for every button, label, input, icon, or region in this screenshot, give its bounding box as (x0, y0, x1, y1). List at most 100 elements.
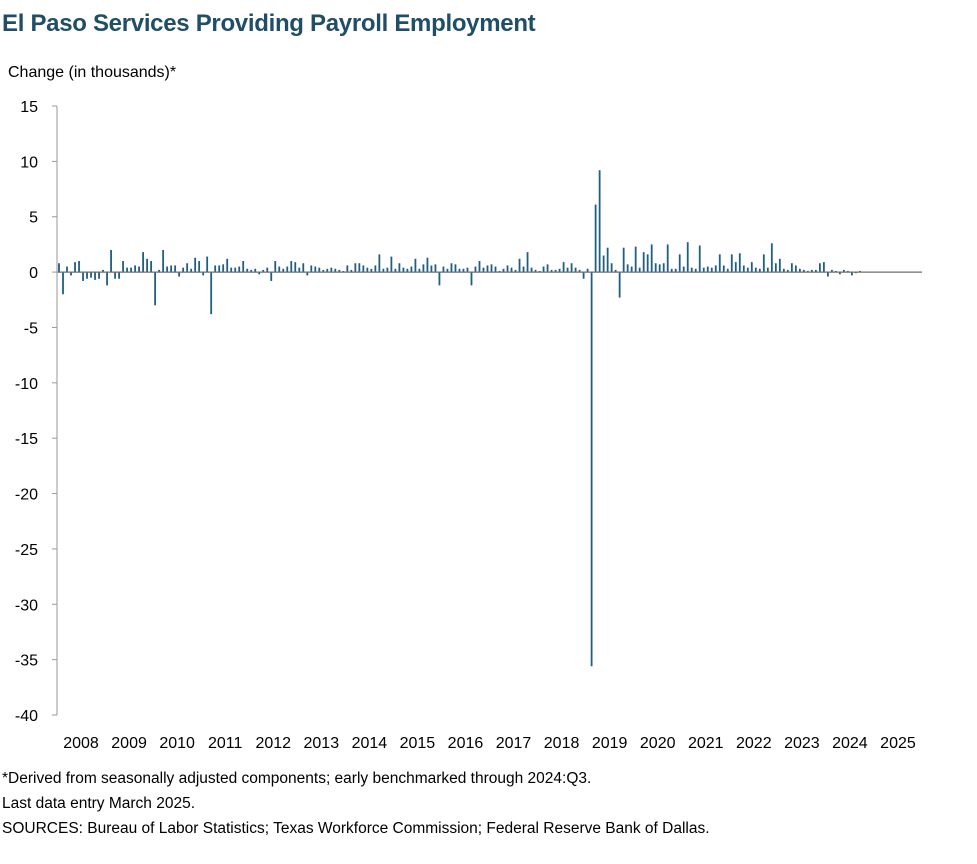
bar (94, 272, 96, 280)
bar (474, 266, 477, 273)
bar (670, 268, 673, 273)
bar (630, 266, 633, 273)
bar (246, 268, 249, 273)
bar (506, 265, 509, 273)
bar (590, 272, 593, 667)
bar (482, 267, 485, 273)
bar (598, 170, 601, 273)
bar (542, 266, 545, 273)
bar (738, 253, 741, 273)
bar (438, 272, 441, 286)
bar (390, 256, 393, 273)
bar (74, 262, 76, 273)
bar (450, 263, 453, 273)
bar (690, 267, 693, 273)
bar (154, 272, 157, 306)
bar (174, 265, 177, 273)
y-tick-label: 5 (29, 210, 38, 227)
bar (322, 269, 325, 273)
bar (490, 264, 493, 273)
bar (362, 265, 365, 273)
bar (550, 269, 553, 273)
bar (82, 272, 84, 281)
bar (762, 254, 765, 273)
bar (562, 262, 565, 273)
bar (634, 246, 637, 273)
bar (414, 258, 417, 273)
y-tick-label: -35 (15, 653, 38, 670)
bar (750, 262, 753, 273)
y-tick-label: -40 (15, 708, 38, 725)
bar (510, 267, 513, 273)
bar (558, 268, 561, 273)
bar (250, 269, 253, 273)
bar (831, 269, 833, 273)
bar (778, 258, 781, 273)
bar (226, 258, 229, 273)
bar (582, 272, 585, 279)
footnote-sources: SOURCES: Bureau of Labor Statistics; Tex… (2, 820, 710, 837)
x-tick-label: 2022 (736, 735, 772, 752)
x-tick-label: 2010 (159, 735, 195, 752)
bar (422, 264, 425, 273)
bar (578, 269, 581, 273)
chart-title: El Paso Services Providing Payroll Emplo… (2, 10, 536, 37)
bar (766, 267, 769, 273)
bar (418, 268, 421, 273)
bar (430, 265, 433, 273)
bar (338, 269, 341, 273)
x-tick-label: 2025 (880, 735, 916, 752)
bar (210, 272, 213, 315)
bar (218, 265, 221, 273)
bar (254, 268, 257, 273)
y-tick-label: -20 (15, 487, 38, 504)
bar (234, 267, 237, 273)
bar (586, 268, 589, 273)
bar (170, 265, 173, 273)
bar (358, 263, 361, 273)
bar (462, 268, 465, 273)
bar (706, 266, 709, 273)
y-axis-label: Change (in thousands)* (8, 64, 177, 81)
bar (526, 252, 529, 273)
bar (730, 254, 733, 273)
bar (674, 268, 677, 273)
x-tick-label: 2012 (255, 735, 291, 752)
bar (662, 263, 665, 273)
bar (274, 261, 277, 273)
bar (242, 261, 245, 273)
bar (398, 263, 401, 273)
y-tick-label: -15 (15, 431, 38, 448)
y-tick-label: -5 (24, 320, 38, 337)
bar (522, 266, 525, 273)
bar (410, 266, 413, 273)
footnote-derived: *Derived from seasonally adjusted compon… (2, 770, 592, 787)
bar (346, 265, 349, 273)
bar (350, 269, 353, 273)
bar (178, 272, 181, 277)
x-tick-label: 2008 (63, 735, 99, 752)
x-tick-label: 2011 (208, 735, 243, 752)
bar (198, 261, 201, 273)
x-axis: 2008 2009 2010 2011 2012 2013 2014 2015 2016 2017… (63, 735, 916, 752)
x-tick-label: 2014 (352, 735, 388, 752)
bar (118, 272, 120, 279)
bar (286, 266, 289, 273)
bar (122, 261, 124, 273)
x-tick-label: 2023 (784, 735, 820, 752)
bar (678, 254, 681, 273)
bar (454, 264, 457, 273)
bar (642, 252, 645, 273)
bar (814, 269, 817, 273)
y-tick-label: 0 (29, 265, 38, 282)
bar (66, 266, 68, 273)
bar (294, 262, 297, 273)
bar (658, 264, 661, 273)
bar (810, 269, 813, 273)
bar (306, 272, 309, 276)
bar (602, 255, 605, 273)
bar (606, 247, 609, 273)
bar (790, 263, 793, 273)
bar (618, 272, 621, 298)
